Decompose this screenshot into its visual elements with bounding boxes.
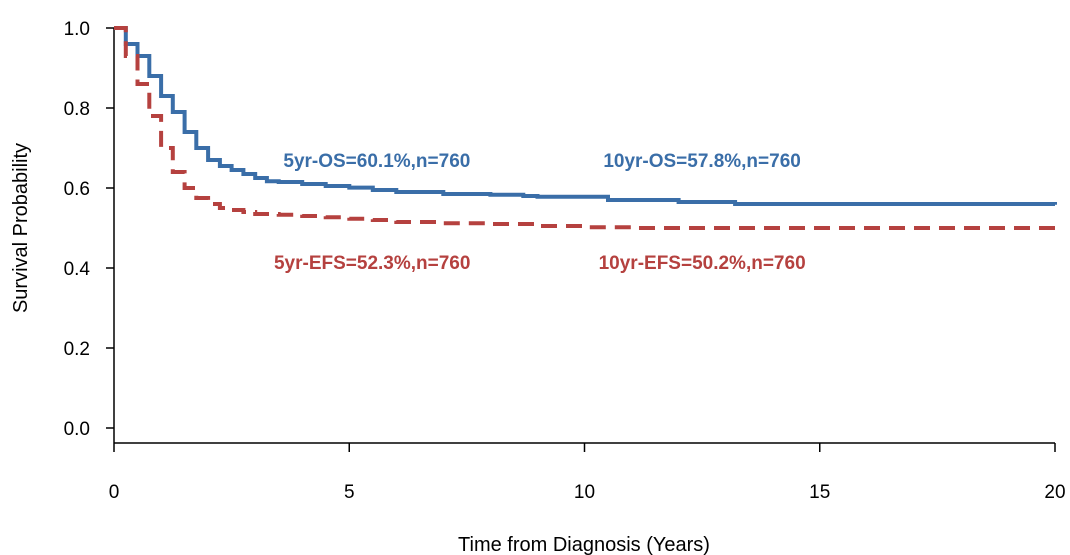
y-tick-label: 0.2 <box>64 339 90 360</box>
annotation-layer: 5yr-OS=60.1%,n=760 10yr-OS=57.8%,n=760 5yr… <box>274 151 806 274</box>
y-tick-label: 0.0 <box>64 419 90 440</box>
os-survival-line <box>114 26 1057 206</box>
axes: 0.0 0.2 0.4 0.6 0.8 1.0 0 5 10 15 20 <box>64 19 1066 503</box>
y-axis-title: Survival Probability <box>10 143 32 313</box>
annotation-label: 10yr-OS=57.8%,n=760 <box>603 151 801 172</box>
x-tick-label: 20 <box>1044 482 1065 503</box>
y-tick-label: 1.0 <box>64 19 90 40</box>
annotation-label: 5yr-OS=60.1%,n=760 <box>283 151 470 172</box>
x-tick-label: 5 <box>344 482 355 503</box>
annotation-label: 10yr-EFS=50.2%,n=760 <box>599 253 806 274</box>
series-layer <box>114 26 1057 230</box>
x-tick-label: 0 <box>109 482 120 503</box>
x-axis-title: Time from Diagnosis (Years) <box>458 534 710 555</box>
efs-survival-line <box>114 26 1055 230</box>
annotation-label: 5yr-EFS=52.3%,n=760 <box>274 253 470 274</box>
x-tick-label: 15 <box>809 482 830 503</box>
y-tick-label: 0.4 <box>64 259 91 280</box>
y-tick-label: 0.6 <box>64 179 90 200</box>
y-tick-label: 0.8 <box>64 99 90 120</box>
x-tick-label: 10 <box>574 482 595 503</box>
